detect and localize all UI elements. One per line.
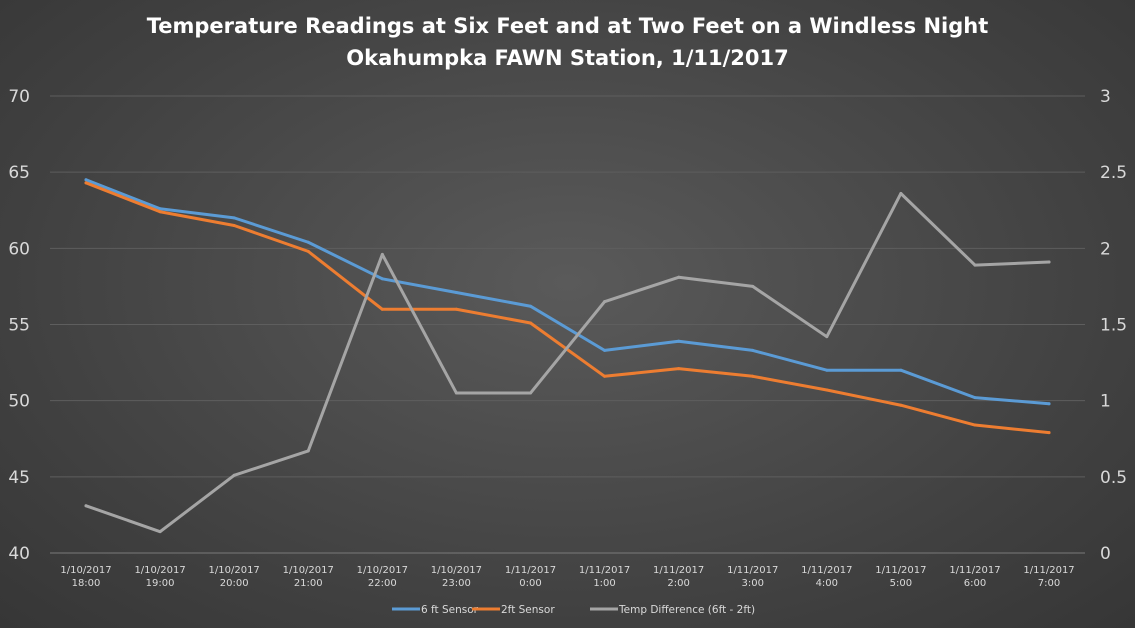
x-tick-label-time: 21:00 bbox=[294, 578, 323, 589]
x-tick-label-date: 1/10/2017 bbox=[283, 565, 334, 576]
x-tick-label-time: 5:00 bbox=[890, 578, 912, 589]
x-tick-label-time: 3:00 bbox=[741, 578, 763, 589]
x-tick-label-time: 6:00 bbox=[964, 578, 986, 589]
x-tick-label-date: 1/10/2017 bbox=[209, 565, 260, 576]
data-point bbox=[603, 348, 607, 352]
x-tick-label-time: 22:00 bbox=[368, 578, 397, 589]
data-point bbox=[232, 473, 236, 477]
chart-title-line: Temperature Readings at Six Feet and at … bbox=[146, 14, 989, 38]
x-tick-label-date: 1/11/2017 bbox=[949, 565, 1000, 576]
x-tick-label-time: 18:00 bbox=[72, 578, 101, 589]
y-left-tick-label: 65 bbox=[8, 163, 30, 183]
data-point bbox=[528, 304, 532, 308]
y-left-tick-label: 40 bbox=[8, 544, 30, 564]
x-tick-label-time: 20:00 bbox=[220, 578, 249, 589]
series-line-2 bbox=[84, 191, 1051, 534]
y-right-tick-label: 0 bbox=[1100, 544, 1111, 564]
y-left-tick-label: 60 bbox=[8, 239, 30, 259]
y-left-tick-label: 70 bbox=[8, 87, 30, 107]
data-point bbox=[1047, 402, 1051, 406]
x-tick-label-date: 1/11/2017 bbox=[727, 565, 778, 576]
data-point bbox=[751, 348, 755, 352]
data-point bbox=[973, 263, 977, 267]
x-tick-label-date: 1/11/2017 bbox=[801, 565, 852, 576]
data-point bbox=[1047, 260, 1051, 264]
data-point bbox=[84, 181, 88, 185]
chart-title: Temperature Readings at Six Feet and at … bbox=[0, 10, 1135, 74]
data-point bbox=[603, 300, 607, 304]
data-point bbox=[84, 178, 88, 182]
x-tick-label-date: 1/10/2017 bbox=[134, 565, 185, 576]
y-right-tick-label: 1.5 bbox=[1100, 316, 1127, 336]
data-point bbox=[825, 388, 829, 392]
data-point bbox=[158, 530, 162, 534]
data-point bbox=[380, 307, 384, 311]
data-point bbox=[825, 335, 829, 339]
data-point bbox=[751, 374, 755, 378]
x-tick-label-date: 1/10/2017 bbox=[357, 565, 408, 576]
y-left-tick-label: 55 bbox=[8, 316, 30, 336]
y-right-tick-label: 2.5 bbox=[1100, 163, 1127, 183]
y-right-tick-label: 3 bbox=[1100, 87, 1111, 107]
data-point bbox=[158, 207, 162, 211]
legend-label: 6 ft Sensor bbox=[421, 604, 479, 616]
chart-subtitle: Okahumpka FAWN Station, 1/11/2017 bbox=[346, 46, 789, 70]
data-point bbox=[380, 277, 384, 281]
data-point bbox=[677, 367, 681, 371]
data-point bbox=[677, 339, 681, 343]
data-point bbox=[454, 291, 458, 295]
x-tick-label-date: 1/11/2017 bbox=[875, 565, 926, 576]
legend-label: 2ft Sensor bbox=[501, 604, 555, 616]
y-left-tick-label: 50 bbox=[8, 392, 30, 412]
data-point bbox=[751, 284, 755, 288]
data-point bbox=[899, 191, 903, 195]
x-tick-label-date: 1/11/2017 bbox=[1023, 565, 1074, 576]
y-right-tick-label: 1 bbox=[1100, 392, 1111, 412]
x-tick-label-date: 1/10/2017 bbox=[431, 565, 482, 576]
x-tick-label-time: 23:00 bbox=[442, 578, 471, 589]
data-point bbox=[454, 307, 458, 311]
x-tick-label-time: 2:00 bbox=[667, 578, 689, 589]
data-point bbox=[528, 321, 532, 325]
x-tick-label-date: 1/10/2017 bbox=[60, 565, 111, 576]
data-point bbox=[232, 216, 236, 220]
data-point bbox=[973, 396, 977, 400]
x-tick-label-time: 0:00 bbox=[519, 578, 541, 589]
data-point bbox=[306, 249, 310, 253]
data-point bbox=[380, 252, 384, 256]
data-point bbox=[84, 504, 88, 508]
y-right-tick-label: 0.5 bbox=[1100, 468, 1127, 488]
x-tick-label-time: 19:00 bbox=[146, 578, 175, 589]
legend-label: Temp Difference (6ft - 2ft) bbox=[618, 604, 755, 616]
x-tick-label-date: 1/11/2017 bbox=[653, 565, 704, 576]
data-point bbox=[973, 423, 977, 427]
data-point bbox=[1047, 431, 1051, 435]
y-right-tick-label: 2 bbox=[1100, 239, 1111, 259]
x-tick-label-time: 7:00 bbox=[1038, 578, 1060, 589]
x-tick-label-time: 4:00 bbox=[816, 578, 838, 589]
data-point bbox=[677, 275, 681, 279]
data-point bbox=[603, 374, 607, 378]
data-point bbox=[232, 223, 236, 227]
y-left-tick-label: 45 bbox=[8, 468, 30, 488]
data-point bbox=[899, 368, 903, 372]
x-tick-label-time: 1:00 bbox=[593, 578, 615, 589]
x-tick-label-date: 1/11/2017 bbox=[505, 565, 556, 576]
x-tick-label-date: 1/11/2017 bbox=[579, 565, 630, 576]
data-point bbox=[528, 391, 532, 395]
data-point bbox=[454, 391, 458, 395]
series-line-1 bbox=[84, 181, 1051, 435]
data-point bbox=[899, 403, 903, 407]
data-point bbox=[158, 210, 162, 214]
series-line-0 bbox=[84, 178, 1051, 406]
data-point bbox=[306, 449, 310, 453]
data-point bbox=[306, 240, 310, 244]
data-point bbox=[825, 368, 829, 372]
